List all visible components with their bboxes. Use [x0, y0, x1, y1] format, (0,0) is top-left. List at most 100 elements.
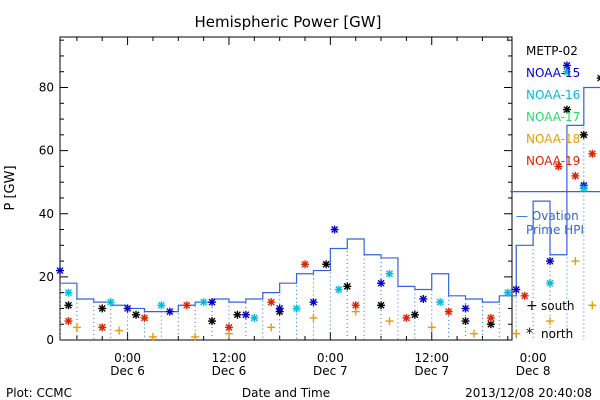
data-point-star	[512, 285, 521, 294]
star-stroke	[331, 226, 339, 234]
star-stroke	[107, 298, 115, 306]
y-axis-label: P [GW]	[3, 165, 18, 210]
data-point-star	[275, 304, 284, 313]
star-stroke	[293, 304, 301, 312]
data-point-star	[444, 307, 453, 316]
data-point-star	[301, 260, 310, 269]
star-stroke	[571, 172, 579, 180]
data-point-star	[546, 279, 555, 288]
data-point-star	[140, 313, 149, 322]
star-stroke	[250, 314, 258, 322]
data-point-star	[520, 291, 529, 300]
data-point-plus	[588, 301, 597, 310]
data-point-star	[486, 320, 495, 329]
star-stroke	[580, 185, 588, 192]
data-point-star	[123, 304, 132, 313]
star-stroke	[309, 298, 317, 306]
star-stroke	[487, 314, 495, 322]
legend-entry: NOAA-15	[526, 66, 580, 80]
star-stroke	[64, 301, 72, 309]
data-point-star	[208, 298, 217, 307]
legend-entry: METP-02	[526, 44, 578, 58]
star-stroke	[233, 311, 241, 319]
data-point-star	[208, 317, 217, 326]
x-tick-date-label: Dec 6	[212, 364, 247, 378]
star-stroke	[377, 279, 385, 287]
data-point-star	[503, 288, 512, 297]
x-tick-date-label: Dec 7	[414, 364, 449, 378]
x-tick-date-label: Dec 7	[313, 364, 348, 378]
data-point-star	[377, 301, 386, 310]
y-tick-label: 40	[39, 207, 54, 221]
data-point-star	[330, 225, 339, 234]
star-stroke	[208, 317, 216, 325]
data-point-plus	[546, 317, 555, 326]
star-stroke	[504, 289, 512, 297]
star-stroke	[546, 257, 554, 265]
data-point-star	[309, 298, 318, 307]
data-point-star	[419, 294, 428, 303]
data-point-star	[224, 323, 233, 332]
data-point-star	[199, 298, 208, 307]
data-point-star	[98, 323, 107, 332]
data-markers	[56, 61, 600, 341]
data-point-star	[292, 304, 301, 313]
star-stroke	[487, 320, 495, 328]
y-tick-label: 60	[39, 144, 54, 158]
legend-entry: NOAA-19	[526, 154, 580, 168]
x-tick-time-label: 12:00	[212, 351, 247, 365]
star-stroke	[588, 150, 596, 158]
data-point-star	[554, 162, 563, 171]
star-stroke	[445, 308, 453, 316]
x-tick-time-label: 12:00	[414, 351, 449, 365]
star-stroke	[183, 301, 191, 309]
star-stroke	[597, 77, 600, 82]
plot-timestamp: 2013/12/08 20:40:08	[465, 386, 592, 400]
data-point-star	[64, 288, 73, 297]
star-stroke	[301, 260, 309, 268]
plot-area-frame	[59, 36, 513, 341]
star-stroke	[267, 298, 275, 306]
legend-entry: NOAA-16	[526, 88, 580, 102]
data-point-star	[579, 130, 588, 139]
data-point-star	[588, 149, 597, 158]
ovation-legend-line1: — Ovation	[516, 209, 579, 223]
star-stroke	[208, 298, 216, 306]
data-point-star	[546, 257, 555, 266]
data-point-star	[351, 301, 360, 310]
x-tick-date-label: Dec 6	[110, 364, 145, 378]
star-stroke	[563, 106, 571, 114]
star-stroke	[512, 286, 520, 293]
star-stroke	[352, 301, 360, 309]
data-point-star	[132, 310, 141, 319]
chart-title: Hemispheric Power [GW]	[195, 13, 382, 31]
data-point-star	[106, 298, 115, 307]
x-tick-time-label: 0:00	[520, 351, 547, 365]
data-point-plus	[148, 332, 157, 341]
y-tick-label: 0	[46, 333, 54, 347]
data-point-star	[410, 310, 419, 319]
marker-legend-label: north	[541, 327, 573, 341]
legend-entry: NOAA-17	[526, 110, 580, 124]
marker-legend-symbol: *	[526, 326, 533, 342]
star-stroke	[597, 74, 600, 79]
data-point-star	[343, 282, 352, 291]
data-point-star	[322, 260, 331, 269]
data-point-star	[402, 313, 411, 322]
star-stroke	[335, 286, 343, 293]
x-tick-time-label: 0:00	[114, 351, 141, 365]
x-axis-label: Date and Time	[242, 386, 330, 400]
star-stroke	[166, 308, 174, 316]
y-axis: 0 20 40 60 80	[39, 39, 512, 347]
data-point-star	[596, 74, 600, 82]
star-stroke	[462, 304, 470, 312]
star-stroke	[157, 301, 165, 309]
star-stroke	[140, 314, 148, 322]
star-stroke	[98, 304, 106, 312]
data-point-star	[64, 301, 73, 310]
data-point-plus	[385, 317, 394, 326]
star-stroke	[402, 314, 410, 322]
x-tick-time-label: 0:00	[317, 351, 344, 365]
star-stroke	[563, 68, 571, 76]
